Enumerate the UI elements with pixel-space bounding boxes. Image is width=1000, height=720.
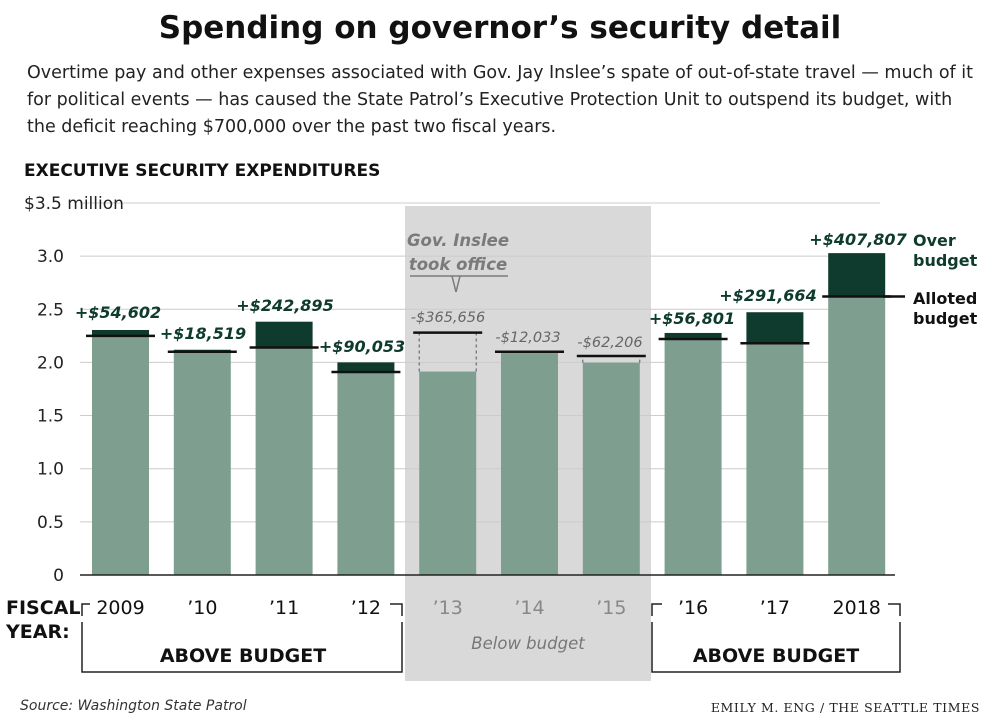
bar-spent <box>337 371 395 575</box>
y-tick-label: 2.5 <box>37 300 64 320</box>
bar-over-budget <box>828 253 886 297</box>
legend-over-budget: budget <box>913 251 978 270</box>
data-label: +$242,895 <box>236 296 333 315</box>
annotation-pointer <box>410 275 508 293</box>
below-budget-label: Below budget <box>471 634 585 653</box>
above-budget-label: ABOVE BUDGET <box>160 645 326 667</box>
y-tick-label: 1.0 <box>37 460 64 480</box>
data-label: +$54,602 <box>75 303 161 322</box>
x-tick-label: ’10 <box>187 597 217 619</box>
budget-gap-outline <box>582 356 641 363</box>
annotation-took-office: took office <box>409 255 507 274</box>
above-budget-bracket-left <box>81 603 403 673</box>
y-unit-label: $3.5 million <box>24 194 124 214</box>
data-label: +$56,801 <box>649 309 735 328</box>
data-label: +$18,519 <box>160 324 246 343</box>
x-tick-label: ’11 <box>269 597 299 619</box>
bar-over-budget <box>746 312 804 344</box>
x-tick-label: ’12 <box>351 597 381 619</box>
bar-spent <box>255 347 313 575</box>
data-label: +$90,053 <box>319 337 405 356</box>
x-tick-label: ’15 <box>596 597 626 619</box>
source-note: Source: Washington State Patrol <box>20 698 247 714</box>
annotation-took-office: Gov. Inslee <box>407 231 509 250</box>
legend-alloted-budget: budget <box>913 309 978 328</box>
bar-spent <box>92 335 149 575</box>
bar-spent <box>828 296 886 575</box>
bar-spent <box>582 362 640 575</box>
bar-spent <box>173 351 231 575</box>
data-label: -$12,033 <box>495 330 560 346</box>
data-label: +$407,807 <box>809 230 907 249</box>
bar-spent <box>664 339 722 575</box>
x-tick-label: 2009 <box>96 597 144 619</box>
bar-spent <box>501 353 558 575</box>
legend-alloted-budget: Alloted <box>913 289 977 308</box>
x-tick-label: ’13 <box>433 597 463 619</box>
x-tick-label: 2018 <box>833 597 881 619</box>
bar-over-budget <box>337 362 395 372</box>
chart-subtitle: Overtime pay and other expenses associat… <box>27 63 973 137</box>
x-axis-label: FISCAL <box>6 597 81 619</box>
x-tick-label: ’17 <box>760 597 790 619</box>
y-tick-label: 0.5 <box>37 513 64 533</box>
x-axis-label: YEAR: <box>5 621 70 643</box>
legend-over-budget: Over <box>913 231 956 250</box>
bar-spent <box>419 371 477 575</box>
bar-over-budget <box>92 329 149 336</box>
bar-over-budget <box>255 321 313 348</box>
x-tick-label: ’16 <box>678 597 708 619</box>
bar-spent <box>746 343 804 575</box>
data-label: -$62,206 <box>577 335 642 351</box>
y-tick-label: 2.0 <box>37 353 64 373</box>
y-tick-label: 1.5 <box>37 407 64 427</box>
credit-line: EMILY M. ENG / THE SEATTLE TIMES <box>711 700 980 715</box>
above-budget-bracket-right <box>651 603 901 673</box>
bar-over-budget <box>664 332 722 340</box>
data-label: +$291,664 <box>719 286 816 305</box>
y-tick-label: 3.0 <box>37 247 64 267</box>
chart-title: Spending on governor’s security detail <box>158 10 842 46</box>
above-budget-label: ABOVE BUDGET <box>693 645 859 667</box>
y-tick-label: 0 <box>53 566 64 586</box>
chart-section-title: EXECUTIVE SECURITY EXPENDITURES <box>24 161 380 181</box>
data-label: -$365,656 <box>411 310 485 326</box>
budget-gap-outline <box>418 332 477 372</box>
x-tick-label: ’14 <box>514 597 544 619</box>
